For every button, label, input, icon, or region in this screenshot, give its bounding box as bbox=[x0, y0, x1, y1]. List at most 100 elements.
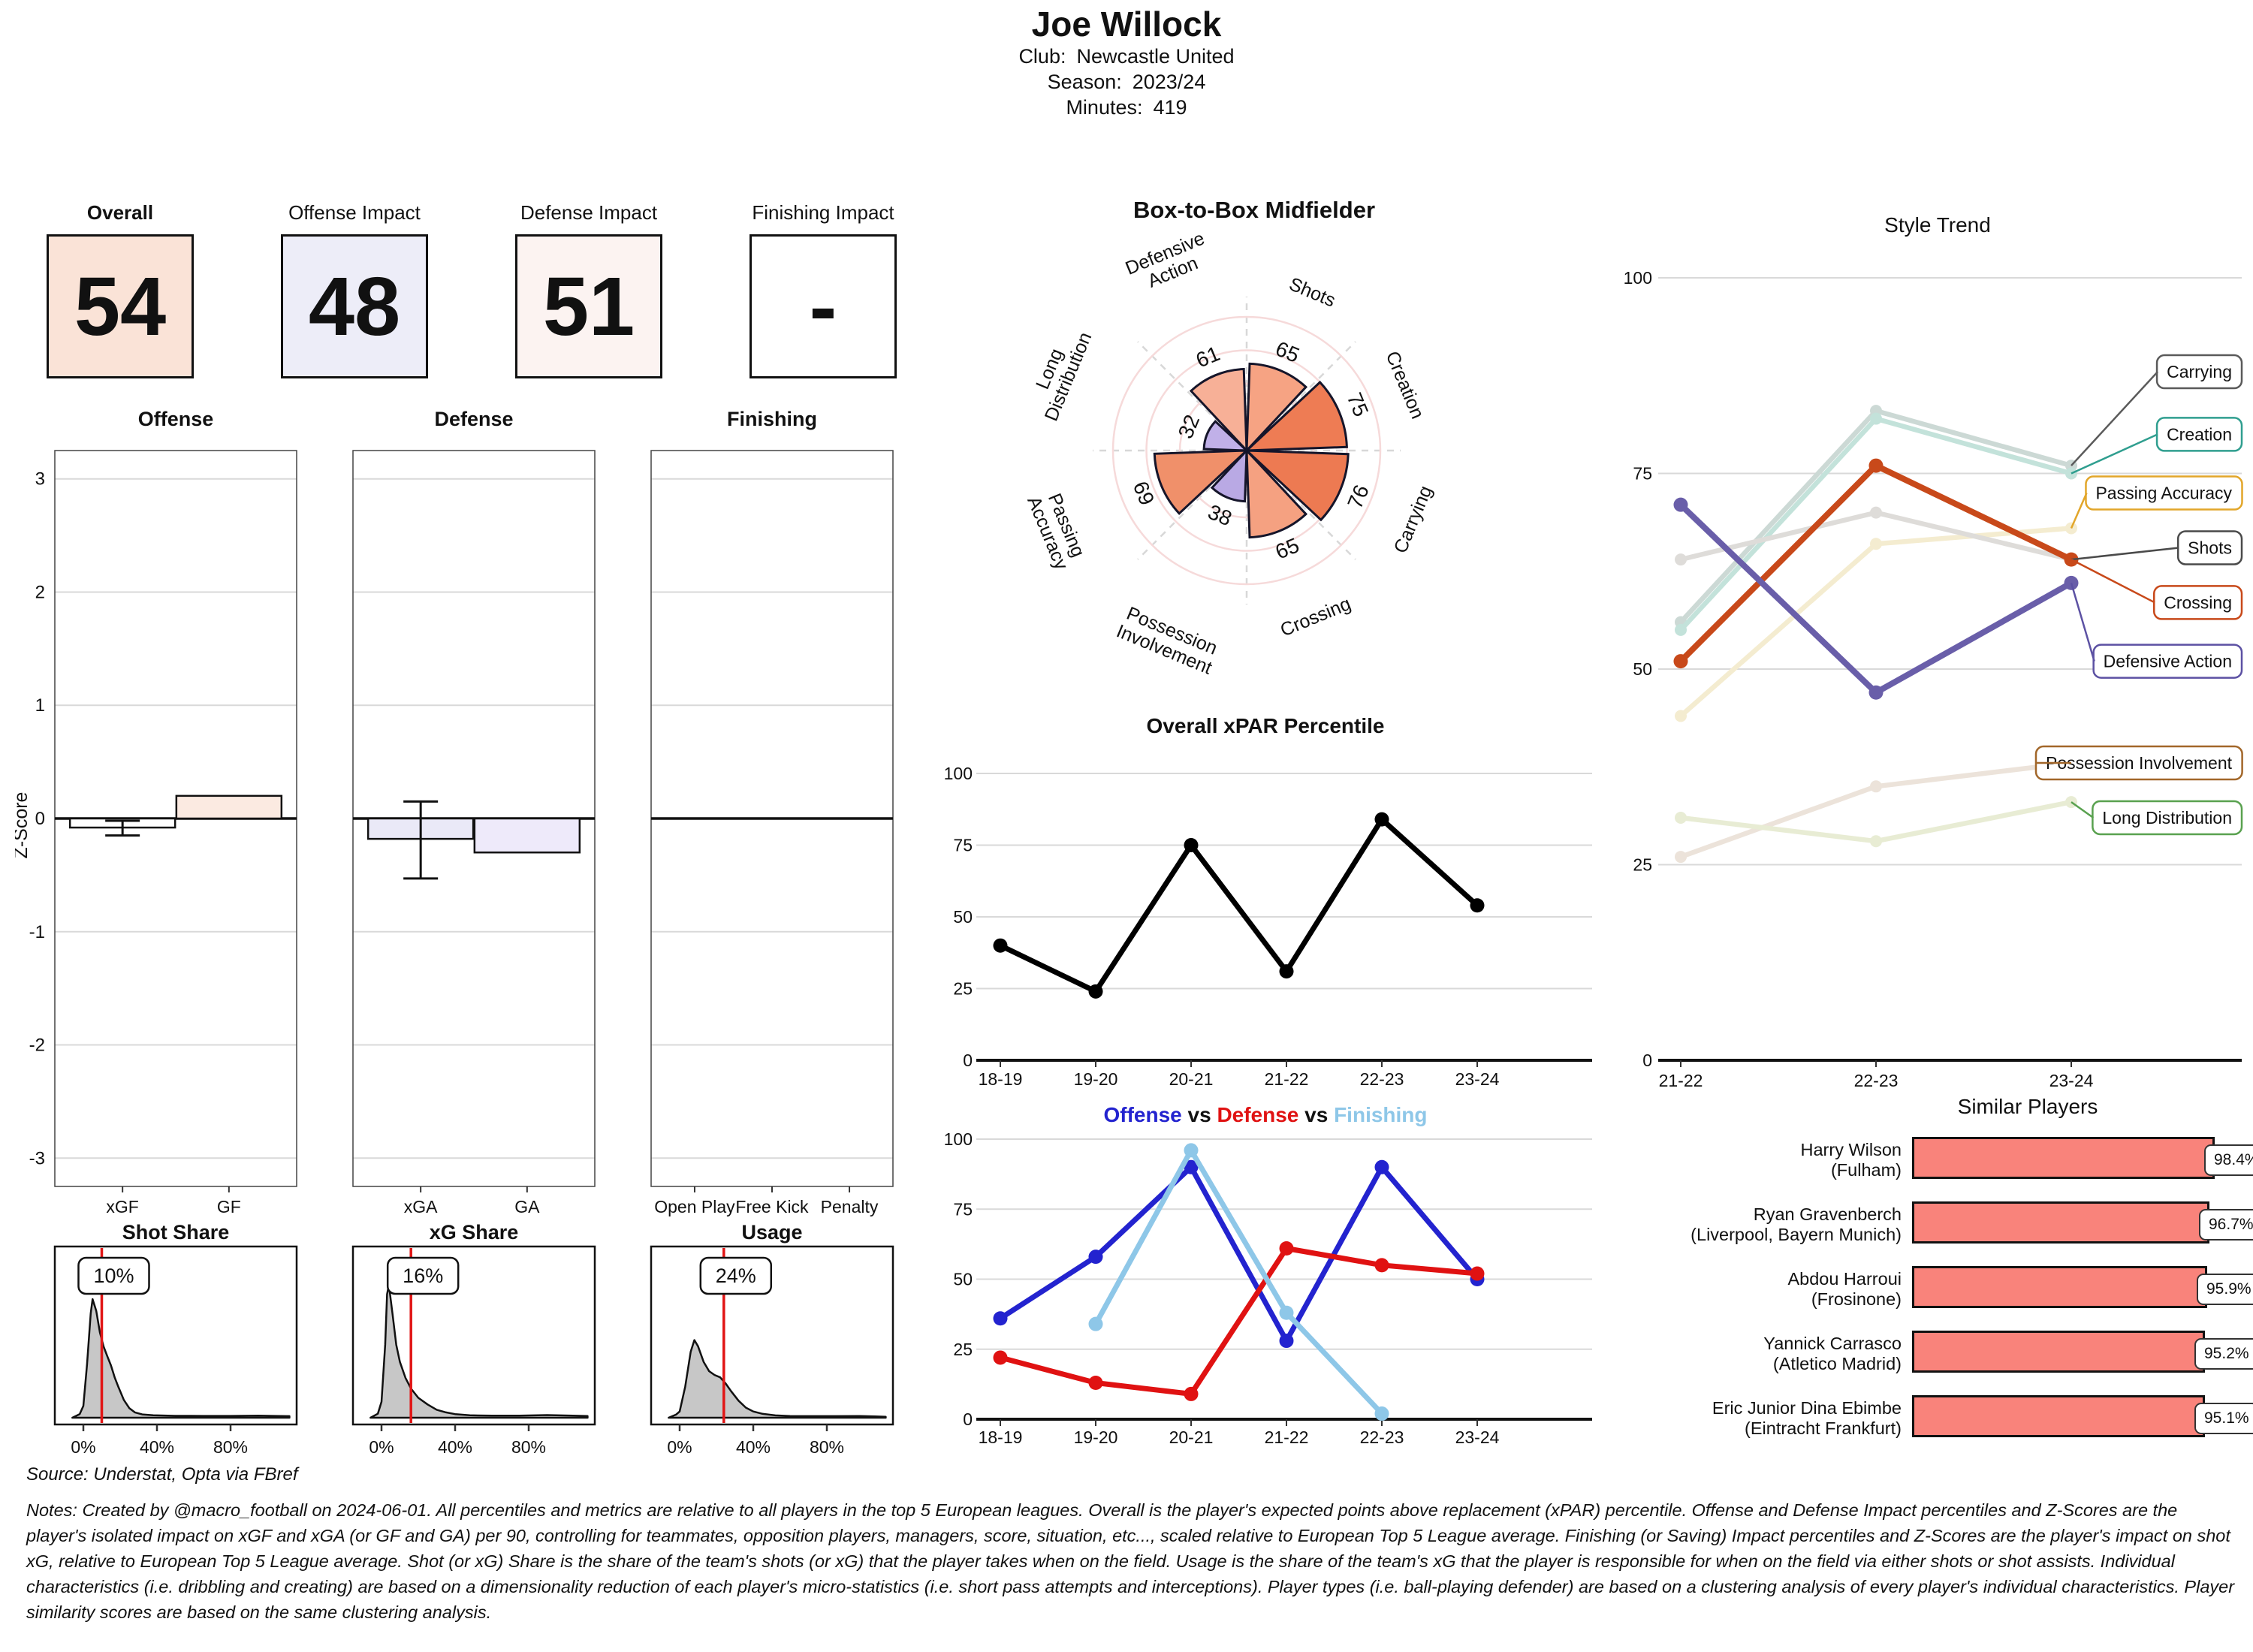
defense-impact-card-value: 51 bbox=[542, 260, 635, 353]
offense-series-line bbox=[997, 1164, 1480, 1344]
source-note: Source: Understat, Opta via FBref bbox=[26, 1464, 298, 1485]
radar-ring bbox=[1145, 349, 1348, 552]
similarity-bar-track: 98.4% bbox=[1912, 1137, 2253, 1183]
similarity-value-label: 95.9% bbox=[2197, 1274, 2253, 1305]
finishing-impact-card-value: - bbox=[809, 260, 837, 353]
trend-long-distribution-point bbox=[1870, 835, 1882, 848]
radar-category-label: Shots bbox=[1286, 273, 1338, 311]
x-tick-label: 23-24 bbox=[2049, 1071, 2094, 1090]
x-tick-label: 21-22 bbox=[1265, 1427, 1309, 1447]
series-label-connector bbox=[2071, 371, 2158, 466]
zscore-x-tick-label: GA bbox=[514, 1197, 540, 1216]
zscore-y-tick-label: 0 bbox=[35, 809, 45, 829]
similar-player-row: Ryan Gravenberch (Liverpool, Bayern Munic… bbox=[1615, 1192, 2253, 1257]
defense-series-point bbox=[1374, 1258, 1389, 1273]
player-club: Club: Newcastle United bbox=[0, 44, 2253, 69]
series-label: Passing Accuracy bbox=[2095, 484, 2232, 503]
offense-series-point bbox=[1279, 1334, 1294, 1349]
x-tick-label: 21-22 bbox=[1265, 1069, 1309, 1089]
trend-creation-point bbox=[1675, 623, 1687, 636]
share-x-tick-label: 80% bbox=[810, 1437, 844, 1457]
y-tick-label: 50 bbox=[953, 907, 973, 927]
offense-series-point bbox=[1088, 1250, 1103, 1265]
similar-player-name: Eric Junior Dina Ebimbe (Eintracht Frankf… bbox=[1712, 1397, 1902, 1438]
similarity-bar bbox=[1912, 1395, 2205, 1437]
radar-category-label: Crossing bbox=[1277, 593, 1354, 641]
zscore-y-tick-label: -2 bbox=[29, 1036, 45, 1056]
defense-series-line bbox=[997, 1246, 1480, 1397]
y-tick-label: 100 bbox=[944, 764, 973, 783]
similarity-value-label: 96.7% bbox=[2199, 1209, 2253, 1241]
xpar-point bbox=[1470, 898, 1485, 913]
x-tick-label: 22-23 bbox=[1854, 1071, 1899, 1090]
finishing-series-line bbox=[1093, 1147, 1385, 1416]
x-tick-label: 21-22 bbox=[1659, 1071, 1703, 1090]
x-tick-label: 18-19 bbox=[979, 1427, 1023, 1447]
club-label: Club: bbox=[1018, 45, 1066, 68]
radar-value-label: 65 bbox=[1272, 336, 1303, 367]
zscore-bar bbox=[473, 817, 581, 854]
trend-defensive-action-point bbox=[1673, 497, 1688, 512]
series-label-connector bbox=[2071, 433, 2158, 475]
defense-series-point bbox=[993, 1350, 1008, 1365]
season-label: Season: bbox=[1047, 71, 1122, 93]
trend-shots-point bbox=[1870, 506, 1882, 519]
style-trend-line-chart: Style Trend 0 25 50 75 100 21-22 22-23 23-24 Carr… bbox=[1624, 213, 2243, 1090]
radar-sector bbox=[1245, 448, 1308, 539]
xpar-point bbox=[993, 938, 1008, 953]
series-label: Possession Involvement bbox=[2046, 753, 2233, 773]
trend-possession-involvement-point bbox=[1870, 780, 1882, 793]
marker-label: 16% bbox=[403, 1265, 443, 1287]
share-panel-title: Usage bbox=[741, 1221, 802, 1244]
x-tick-label: 20-21 bbox=[1169, 1069, 1214, 1089]
y-tick-label: 25 bbox=[1633, 855, 1652, 875]
zscore-y-tick-label: 2 bbox=[35, 582, 45, 602]
zscore-x-tick-label: GF bbox=[217, 1197, 241, 1216]
radar-value-label: 38 bbox=[1205, 500, 1235, 531]
similarity-bar-track: 95.1% bbox=[1912, 1395, 2253, 1442]
similar-players-rows: Harry Wilson(Fulham) 98.4% Ryan Gravenberc… bbox=[1615, 1128, 2253, 1451]
similarity-value-label: 95.1% bbox=[2194, 1403, 2253, 1434]
radar-ring bbox=[1212, 416, 1281, 485]
zscore-y-tick-label: 3 bbox=[35, 469, 45, 490]
similar-player-row: Yannick Carrasco (Atletico Madrid) 95.2% bbox=[1615, 1322, 2253, 1386]
zscore-x-tick-label: Penalty bbox=[821, 1197, 879, 1216]
share-panel-title: xG Share bbox=[430, 1221, 519, 1244]
similarity-bar bbox=[1912, 1331, 2205, 1373]
radar-sector bbox=[1202, 420, 1250, 452]
series-label: Defensive Action bbox=[2104, 652, 2232, 671]
series-label-connector bbox=[2070, 583, 2095, 662]
similar-player-name: Harry Wilson (Fulham) bbox=[1800, 1139, 1902, 1180]
xpar-point bbox=[1088, 984, 1103, 999]
share-panel-title: Shot Share bbox=[122, 1221, 230, 1244]
density-curve bbox=[369, 1283, 589, 1419]
share-x-tick-label: 80% bbox=[213, 1437, 248, 1457]
y-tick-label: 50 bbox=[953, 1270, 973, 1289]
trend-long-distribution-point bbox=[1675, 811, 1687, 824]
radar-category-label: PassingAccuracy bbox=[1023, 486, 1090, 573]
zscore-bar-charts: Z-Score 3 2 1 0 -1 -2 -3 Offense xGF GF Defense xGA G… bbox=[15, 408, 894, 1216]
defense-series-point bbox=[1184, 1386, 1199, 1401]
series-label-connector bbox=[2071, 547, 2179, 561]
y-tick-label: 0 bbox=[963, 1051, 973, 1070]
trend-passing-accuracy-point bbox=[1675, 710, 1687, 722]
similar-player-row: Harry Wilson(Fulham) 98.4% bbox=[1615, 1128, 2253, 1192]
y-tick-label: 0 bbox=[1642, 1051, 1652, 1070]
xpar-line bbox=[997, 816, 1480, 994]
marker-label-box bbox=[77, 1256, 150, 1295]
xpar-point bbox=[1374, 812, 1389, 827]
radar-sector bbox=[1245, 362, 1308, 454]
radar-category-label: DefensiveAction bbox=[1123, 228, 1216, 297]
methodology-notes: Notes: Created by @macro_football on 202… bbox=[26, 1500, 2235, 1622]
x-tick-label: 19-20 bbox=[1074, 1427, 1118, 1447]
share-x-tick-label: 80% bbox=[511, 1437, 546, 1457]
y-tick-label: 25 bbox=[953, 979, 973, 999]
marker-label: 24% bbox=[716, 1265, 756, 1287]
offense-series-point bbox=[1184, 1159, 1199, 1174]
xpar-point bbox=[1184, 838, 1199, 852]
offense-impact-card-box: 48 bbox=[281, 234, 428, 378]
zscore-x-tick-label: xGA bbox=[404, 1197, 438, 1216]
radar-category-label: Carrying bbox=[1390, 483, 1437, 556]
